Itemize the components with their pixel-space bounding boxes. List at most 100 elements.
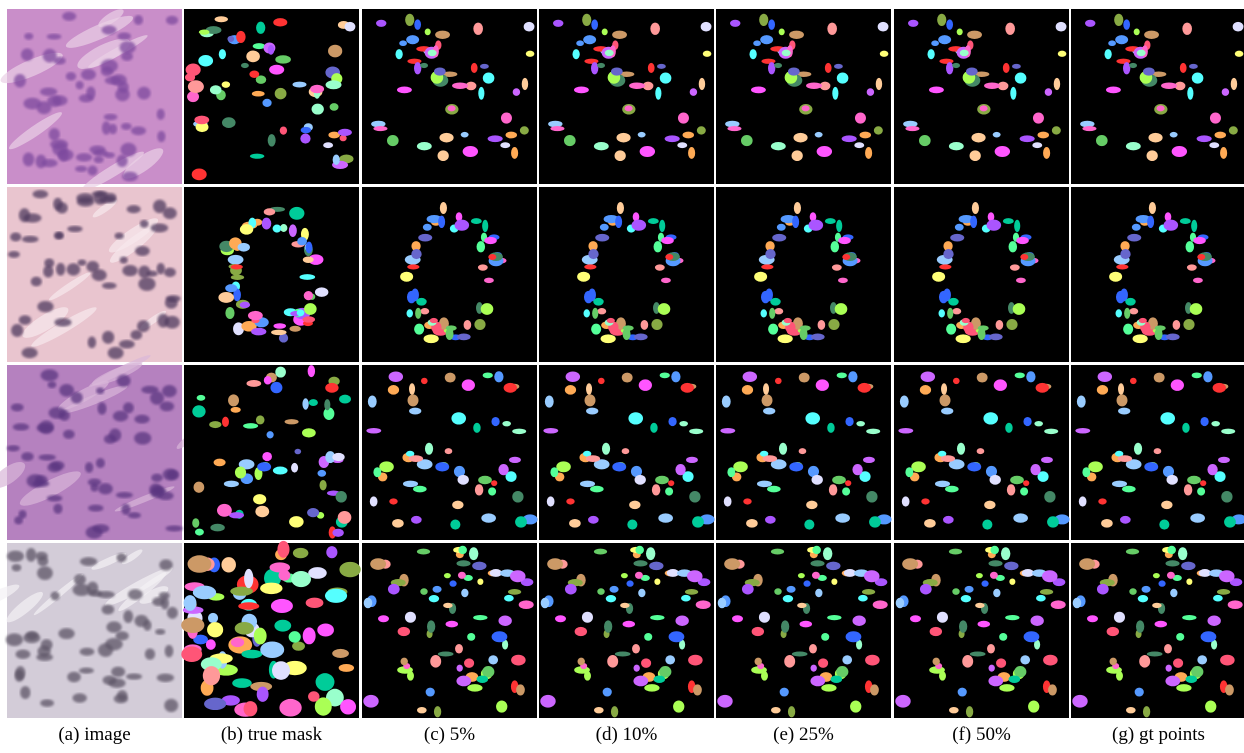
instance-blob	[581, 611, 593, 623]
instance-blob	[684, 588, 699, 595]
instance-blob	[300, 133, 311, 144]
nucleus	[101, 604, 115, 615]
instance-blob	[696, 126, 706, 135]
instance-blob	[1006, 484, 1016, 496]
instance-blob	[1124, 307, 1131, 319]
instance-blob	[817, 574, 827, 582]
instance-blob	[975, 573, 983, 579]
instance-blob	[1181, 561, 1196, 571]
instance-blob	[400, 271, 414, 282]
instance-blob	[875, 77, 883, 91]
nucleus	[20, 686, 31, 699]
instance-blob	[387, 135, 399, 147]
instance-blob	[344, 21, 356, 32]
instance-blob	[307, 365, 316, 378]
instance-blob	[1051, 126, 1061, 135]
instance-blob	[444, 372, 456, 383]
instance-blob	[445, 327, 454, 341]
instance-blob	[192, 405, 206, 418]
instance-blob	[269, 562, 291, 573]
instance-blob	[516, 684, 525, 696]
instance-blob	[439, 132, 454, 143]
instance-blob	[1153, 448, 1162, 455]
nucleus	[165, 15, 179, 25]
instance-blob	[647, 218, 659, 225]
instance-blob	[292, 547, 309, 559]
instance-blob	[809, 644, 817, 654]
instance-blob	[824, 62, 832, 73]
nucleus	[47, 381, 57, 389]
tissue-streak	[0, 461, 26, 489]
instance-blob	[957, 687, 967, 697]
instance-blob	[954, 223, 964, 231]
instance-blob	[655, 475, 669, 485]
instance-blob	[317, 469, 327, 477]
instance-blob	[414, 62, 422, 75]
instance-blob	[964, 585, 974, 593]
instance-blob	[956, 442, 966, 455]
nucleus	[127, 512, 141, 519]
instance-blob	[1133, 28, 1140, 36]
instance-blob	[838, 277, 848, 284]
instance-blob	[302, 316, 316, 323]
instance-blob	[451, 412, 467, 425]
instance-blob	[1207, 463, 1218, 476]
instance-blob	[1104, 49, 1112, 60]
instance-blob	[969, 651, 986, 657]
instance-blob	[1214, 471, 1226, 482]
instance-blob	[453, 465, 466, 478]
instance-blob	[255, 505, 270, 518]
instance-blob	[724, 558, 741, 570]
instance-blob	[774, 377, 782, 385]
instance-blob	[487, 135, 503, 143]
instance-blob	[310, 84, 325, 94]
nucleus	[38, 420, 54, 435]
instance-blob	[338, 663, 355, 672]
instance-blob	[865, 654, 880, 666]
instance-blob	[645, 547, 656, 561]
instance-blob	[1057, 50, 1067, 57]
instance-blob	[225, 306, 235, 319]
instance-blob	[836, 219, 843, 233]
nucleus	[91, 269, 107, 281]
instance-blob	[523, 21, 535, 32]
nucleus	[32, 480, 50, 488]
instance-blob	[463, 319, 472, 330]
nucleus	[164, 698, 179, 713]
instance-blob	[681, 594, 691, 602]
instance-blob	[1010, 86, 1017, 100]
instance-blob	[938, 35, 952, 45]
instance-blob	[919, 385, 932, 395]
nucleus	[97, 591, 115, 599]
instance-blob	[791, 651, 808, 657]
instance-blob	[797, 602, 807, 609]
instance-blob	[727, 125, 742, 132]
instance-blob	[274, 619, 292, 632]
instance-blob	[597, 377, 605, 385]
instance-blob	[946, 62, 954, 75]
caption: (f) 50%	[952, 724, 1011, 745]
nucleus	[156, 108, 165, 120]
instance-blob	[192, 518, 200, 528]
instance-blob	[687, 570, 703, 583]
instance-blob	[650, 422, 658, 433]
nucleus	[87, 478, 102, 486]
instance-blob	[218, 292, 234, 303]
instance-blob	[803, 580, 811, 587]
instance-blob	[249, 153, 265, 159]
instance-blob	[692, 516, 704, 528]
instance-blob	[675, 615, 689, 626]
nucleus	[162, 385, 177, 398]
instance-blob	[948, 142, 964, 151]
nucleus	[12, 423, 30, 431]
instance-blob	[975, 602, 985, 609]
instance-blob	[948, 297, 959, 306]
instance-blob	[977, 620, 991, 628]
instance-blob	[612, 30, 627, 39]
instance-blob	[810, 664, 817, 672]
instance-blob	[768, 62, 776, 75]
instance-blob	[996, 658, 1007, 668]
instance-blob	[572, 49, 580, 60]
instance-blob	[553, 19, 564, 27]
instance-blob	[1234, 50, 1244, 57]
